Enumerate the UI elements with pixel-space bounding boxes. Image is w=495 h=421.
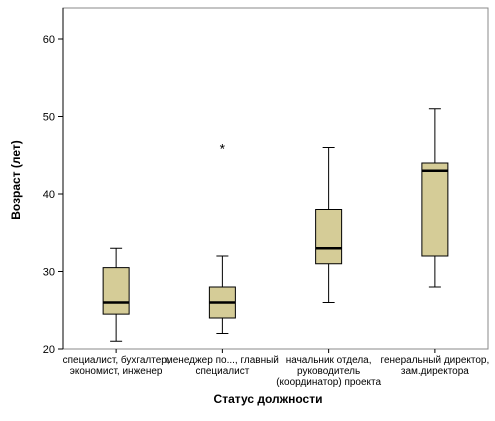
- x-tick-label-line: менеджер по..., главный: [166, 355, 279, 366]
- outlier-marker: *: [220, 141, 226, 157]
- x-tick-label-line: специалист: [195, 366, 249, 377]
- x-tick-labels: специалист, бухгалтер, экономист, инженер…: [63, 349, 490, 388]
- y-tick-label: 30: [43, 267, 55, 279]
- x-tick-label-line: экономист, инженер: [70, 366, 163, 377]
- x-tick-label-line: начальник отдела,: [286, 355, 372, 366]
- x-axis-label: Статус должности: [214, 392, 323, 406]
- x-tick-label-line: (координатор) проекта: [276, 377, 381, 388]
- y-ticks: 20 30 40 50 60: [43, 34, 63, 356]
- y-tick-label: 50: [43, 112, 55, 124]
- box-series: *: [102, 108, 449, 342]
- box-3: [315, 147, 343, 303]
- box-2: *: [208, 141, 236, 334]
- x-tick-label: специалист, бухгалтер, экономист, инженер: [63, 354, 170, 377]
- box-4: [421, 108, 449, 288]
- x-tick-label-line: зам.директора: [401, 366, 469, 377]
- x-tick-label-line: специалист, бухгалтер,: [63, 354, 170, 366]
- y-axis-label: Возраст (лет): [9, 140, 23, 220]
- x-tick-label-line: генеральный директор,: [381, 355, 490, 366]
- x-tick-label: генеральный директор, зам.директора: [381, 355, 490, 377]
- iqr-box: [102, 267, 130, 315]
- x-tick-label-line: руководитель: [297, 366, 360, 377]
- x-tick-label: начальник отдела, руководитель (координато…: [276, 355, 381, 388]
- iqr-box: [421, 162, 449, 257]
- y-tick-label: 60: [43, 34, 55, 46]
- y-tick-label: 20: [43, 344, 55, 356]
- box-1: [102, 247, 130, 342]
- iqr-box: [315, 209, 343, 265]
- x-tick-label: менеджер по..., главный специалист: [166, 355, 279, 377]
- y-tick-label: 40: [43, 189, 55, 201]
